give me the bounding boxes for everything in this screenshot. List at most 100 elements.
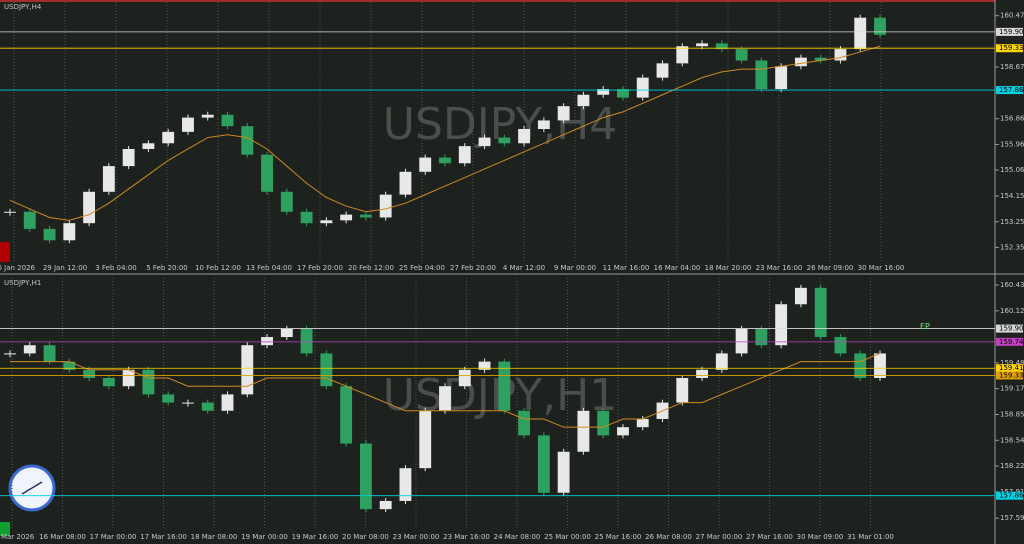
time-label: 20 Mar 08:00 [342, 533, 389, 541]
time-label: 16 Mar 08:00 [39, 533, 86, 541]
price-tick-label: 159.170 [1000, 385, 1024, 393]
clock-icon [8, 464, 56, 512]
candle [221, 114, 234, 127]
time-label: 26 Jan 2026 [0, 264, 36, 272]
candle [439, 157, 451, 164]
candle [696, 369, 708, 378]
candle [617, 89, 629, 98]
candle [715, 353, 728, 370]
candle [23, 345, 36, 354]
time-label: 23 Mar 16:00 [443, 533, 490, 541]
candle [300, 211, 313, 224]
price-tick-label: 158.670 [1000, 63, 1024, 71]
time-label: 20 Feb 12:00 [348, 264, 394, 272]
candle [122, 369, 135, 387]
time-label: 27 Feb 20:00 [450, 264, 496, 272]
candle [834, 337, 847, 354]
candle [676, 378, 689, 403]
price-level-box [996, 86, 1023, 95]
candle [498, 361, 511, 411]
price-level-label: 157.864 [999, 492, 1024, 500]
price-tick-label: 158.855 [1000, 410, 1024, 418]
candle [656, 63, 669, 78]
candle [122, 148, 135, 167]
candle [102, 378, 115, 387]
candle [794, 287, 807, 305]
candle [597, 89, 610, 95]
time-label: 11 Mar 16:00 [603, 264, 650, 272]
candle [874, 17, 886, 35]
time-label: 25 Feb 04:00 [399, 264, 445, 272]
candle [577, 410, 590, 452]
candle [537, 435, 550, 493]
price-tick-label: 158.540 [1000, 436, 1024, 444]
candle [63, 361, 76, 370]
candle [735, 328, 748, 354]
candle [201, 402, 214, 411]
candle [419, 157, 432, 172]
candle [399, 468, 412, 501]
time-label: 17 Feb 20:00 [297, 264, 343, 272]
price-level-label: 159.331 [999, 371, 1024, 379]
candle [498, 137, 511, 144]
candle [617, 427, 629, 436]
time-label: 27 Mar 00:00 [696, 533, 743, 541]
candle [340, 386, 353, 444]
time-label: 10 Feb 12:00 [195, 264, 241, 272]
price-tick-label: 159.485 [1000, 359, 1024, 367]
time-label: 26 Mar 08:00 [645, 533, 692, 541]
time-label: 9 Mar 00:00 [554, 264, 596, 272]
candle [755, 60, 768, 90]
candle [182, 117, 194, 132]
candle [636, 418, 649, 428]
candle [142, 369, 155, 395]
candle [359, 214, 372, 218]
candle [458, 369, 471, 387]
candle [399, 171, 412, 195]
candle [537, 120, 550, 130]
candle [676, 46, 689, 64]
time-label: 19 Mar 16:00 [292, 533, 339, 541]
status-box [0, 242, 10, 262]
time-label: 4 Mar 12:00 [503, 264, 545, 272]
price-tick-label: 152.350 [1000, 243, 1024, 251]
time-label: 23 Mar 00:00 [393, 533, 440, 541]
time-label: 26 Mar 09:00 [807, 264, 854, 272]
candle [4, 353, 16, 355]
price-tick-label: 158.225 [1000, 462, 1024, 470]
candle [854, 353, 867, 378]
price-tick-label: 160.470 [1000, 12, 1024, 20]
time-label: 17 Mar 16:00 [140, 533, 187, 541]
price-level-box [996, 371, 1023, 380]
time-label: 25 Mar 16:00 [595, 533, 642, 541]
candle [478, 361, 491, 370]
candle [874, 353, 886, 378]
candle [241, 345, 254, 395]
price-tick-label: 155.060 [1000, 166, 1024, 174]
candle [340, 214, 353, 221]
candle [23, 211, 36, 229]
time-label: 23 Mar 16:00 [756, 264, 803, 272]
price-tick-label: 160.120 [1000, 307, 1024, 315]
candle [775, 304, 788, 346]
candle [221, 394, 234, 411]
price-level-label: 159.903 [999, 325, 1024, 333]
candle [102, 166, 115, 192]
status-box [0, 522, 10, 536]
candle [63, 223, 76, 241]
candle [696, 43, 708, 47]
candle [162, 394, 175, 403]
price-level-label: 159.741 [999, 338, 1024, 346]
candle [182, 402, 194, 404]
candle [715, 43, 728, 50]
candle [458, 146, 471, 164]
candle [518, 410, 531, 436]
moving-average [10, 352, 881, 428]
price-level-label: 159.903 [999, 28, 1024, 36]
price-level-box [996, 337, 1023, 346]
price-tick-label: 154.150 [1000, 192, 1024, 200]
price-tick-label: 160.435 [1000, 281, 1024, 289]
candle [300, 328, 313, 354]
